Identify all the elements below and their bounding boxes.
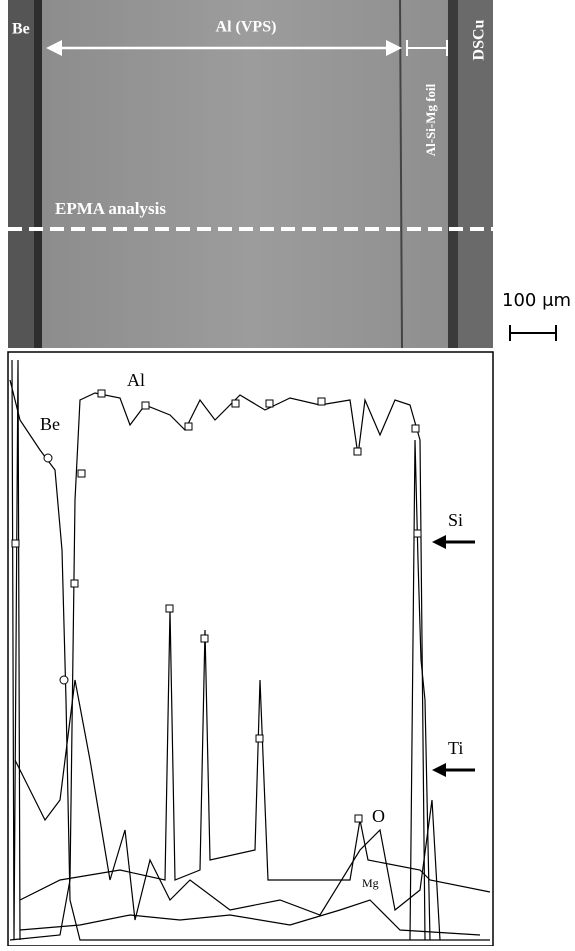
scale-label: 100 μm (502, 290, 571, 311)
label-al-curve: Al (127, 370, 145, 390)
be-region (8, 0, 34, 348)
label-dscu: DSCu (471, 19, 488, 60)
label-ti: Ti (448, 738, 463, 758)
label-be-curve: Be (40, 414, 60, 434)
label-mg: Mg (362, 876, 379, 890)
label-al: Al (VPS) (216, 19, 277, 36)
page: Be Al (VPS) Al-Si-Mg foil DSCu EPMA anal… (0, 0, 575, 946)
be-marker (60, 676, 68, 684)
scale-bar (510, 325, 556, 341)
be-interface (34, 0, 42, 348)
label-o: O (372, 806, 385, 826)
label-si: Si (448, 510, 463, 530)
micrograph: Be Al (VPS) Al-Si-Mg foil DSCu EPMA anal… (8, 0, 493, 348)
foil-interface (448, 0, 458, 348)
label-epma: EPMA analysis (55, 199, 166, 218)
be-marker (44, 454, 52, 462)
label-foil: Al-Si-Mg foil (423, 83, 438, 156)
label-be: Be (12, 21, 30, 38)
micrograph-bg (8, 0, 493, 348)
profile-plot: Al Be Si Ti O Mg (8, 352, 493, 946)
figure: Be Al (VPS) Al-Si-Mg foil DSCu EPMA anal… (0, 0, 575, 946)
